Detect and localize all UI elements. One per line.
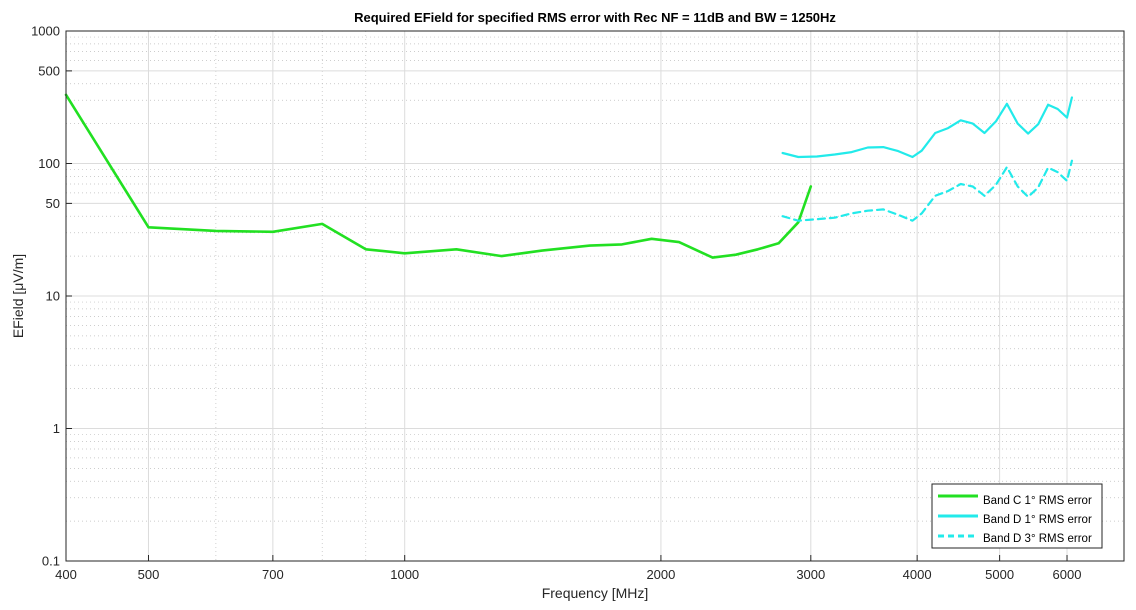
x-axis-ticks: 400 500 700 1000 2000 3000 4000 5000 6000 (55, 555, 1081, 582)
x-tick-label: 400 (55, 567, 77, 582)
x-axis-label: Frequency [MHz] (542, 585, 649, 601)
y-tick-label: 10 (46, 289, 60, 304)
plot-lines (64, 93, 1074, 259)
x-tick-label: 6000 (1053, 567, 1082, 582)
y-tick-label: 1000 (31, 24, 60, 39)
series-band-c-1deg-line (64, 93, 813, 259)
legend-label-band-d-3deg: Band D 3° RMS error (983, 533, 1092, 545)
y-axis-ticks: 0.1 1 10 50 100 500 1000 (31, 24, 72, 569)
legend: Band C 1° RMS error Band D 1° RMS error … (931, 483, 1103, 549)
minor-grid (66, 31, 1124, 561)
chart-title: Required EField for specified RMS error … (354, 10, 836, 25)
y-tick-label: 50 (46, 196, 60, 211)
y-tick-label: 100 (38, 156, 60, 171)
x-tick-label: 700 (262, 567, 284, 582)
y-tick-label: 0.1 (42, 554, 60, 569)
x-tick-label: 500 (138, 567, 160, 582)
x-tick-label: 4000 (903, 567, 932, 582)
x-tick-label: 1000 (390, 567, 419, 582)
x-tick-label: 3000 (796, 567, 825, 582)
y-tick-label: 1 (53, 421, 60, 436)
x-tick-label: 2000 (646, 567, 675, 582)
legend-label-band-d-1deg: Band D 1° RMS error (983, 514, 1092, 526)
series-band-d-1deg-line (781, 96, 1074, 159)
y-tick-label: 500 (38, 63, 60, 78)
series-band-d-3deg-line (781, 159, 1074, 222)
x-tick-label: 5000 (985, 567, 1014, 582)
legend-label-band-c-1deg: Band C 1° RMS error (983, 495, 1092, 507)
y-axis-label: EField [μV/m] (10, 254, 26, 338)
